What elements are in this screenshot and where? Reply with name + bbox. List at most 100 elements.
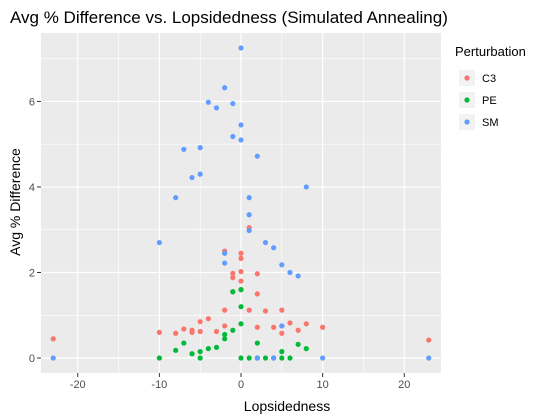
point-c3: [262, 308, 269, 314]
x-tick-label: 0: [238, 379, 244, 391]
point-sm: [213, 105, 220, 111]
point-c3: [189, 327, 195, 333]
legend-title: Perturbation: [455, 44, 526, 59]
point-sm: [156, 239, 162, 246]
point-sm: [246, 195, 252, 201]
point-pe: [238, 304, 244, 310]
point-sm: [238, 45, 244, 51]
x-axis-title: Lopsidedness: [244, 398, 330, 414]
point-pe: [262, 355, 269, 361]
point-pe: [197, 355, 203, 361]
legend-marker-sm: [464, 119, 470, 125]
point-c3: [181, 326, 187, 332]
legend-items: C3 PE SM: [459, 70, 499, 130]
point-sm: [222, 85, 228, 91]
x-tick-label: 10: [317, 379, 329, 391]
point-sm: [262, 239, 269, 246]
point-pe: [189, 351, 195, 357]
point-c3: [197, 319, 203, 325]
point-pe: [279, 355, 285, 361]
point-c3: [295, 327, 301, 333]
legend: Perturbation C3 PE SM: [448, 33, 556, 145]
point-sm: [426, 355, 432, 361]
point-c3: [254, 291, 260, 297]
point-sm: [287, 269, 293, 276]
point-pe: [238, 355, 244, 361]
chart-title: Avg % Difference vs. Lopsidedness (Simul…: [10, 8, 448, 27]
point-pe: [238, 287, 244, 293]
y-axis-ticks: 0 2 4 6: [29, 96, 41, 365]
point-pe: [173, 347, 179, 353]
point-sm: [303, 184, 309, 190]
point-pe: [197, 349, 203, 355]
y-tick-label: 4: [29, 182, 35, 194]
point-pe: [213, 344, 220, 350]
point-c3: [205, 316, 211, 322]
point-c3: [230, 275, 236, 281]
point-pe: [303, 346, 309, 352]
grid-lines: [41, 33, 441, 373]
y-tick-label: 6: [29, 96, 35, 108]
point-sm: [197, 145, 203, 151]
x-tick-label: -10: [151, 379, 167, 391]
point-pe: [238, 321, 244, 327]
point-sm: [271, 245, 277, 251]
point-pe: [295, 341, 301, 347]
point-sm: [271, 355, 277, 361]
point-c3: [238, 278, 244, 284]
point-c3: [238, 250, 244, 256]
point-c3: [222, 323, 228, 329]
legend-label-sm: SM: [482, 117, 499, 129]
point-c3: [156, 329, 162, 335]
point-pe: [230, 327, 236, 333]
point-c3: [271, 324, 277, 330]
legend-marker-c3: [464, 75, 470, 81]
point-c3: [213, 328, 220, 335]
point-c3: [197, 328, 203, 335]
point-pe: [279, 349, 285, 355]
point-sm: [238, 122, 244, 128]
point-c3: [279, 307, 285, 313]
y-axis-title: Avg % Difference: [7, 148, 23, 256]
point-c3: [254, 324, 260, 330]
legend-marker-pe: [464, 97, 470, 103]
point-pe: [254, 340, 260, 346]
point-c3: [303, 321, 309, 327]
point-sm: [246, 212, 252, 218]
point-pe: [222, 331, 228, 338]
point-sm: [279, 262, 285, 268]
point-pe: [181, 340, 187, 346]
point-sm: [222, 250, 228, 256]
x-tick-label: -20: [70, 379, 86, 391]
point-c3: [173, 330, 179, 336]
point-sm: [197, 171, 203, 177]
point-pe: [230, 289, 236, 295]
point-sm: [230, 133, 236, 140]
point-sm: [295, 273, 301, 279]
point-c3: [246, 307, 252, 313]
point-c3: [287, 320, 293, 326]
point-sm: [246, 227, 252, 234]
point-c3: [254, 271, 260, 277]
point-pe: [222, 336, 228, 342]
point-c3: [279, 330, 285, 336]
point-sm: [181, 146, 187, 152]
y-tick-label: 0: [29, 353, 35, 365]
point-c3: [426, 337, 432, 343]
x-tick-label: 20: [398, 379, 410, 391]
point-pe: [156, 355, 162, 361]
point-sm: [222, 260, 228, 266]
point-sm: [254, 153, 260, 159]
point-c3: [222, 307, 228, 313]
point-sm: [205, 99, 211, 105]
point-c3: [50, 336, 56, 342]
point-pe: [205, 346, 211, 352]
point-sm: [230, 100, 236, 107]
point-c3: [238, 269, 244, 275]
x-axis-ticks: -20 -10 0 10 20: [70, 373, 410, 391]
point-c3: [230, 270, 236, 276]
legend-label-c3: C3: [482, 73, 496, 85]
point-c3: [238, 255, 244, 261]
point-c3: [320, 324, 326, 330]
